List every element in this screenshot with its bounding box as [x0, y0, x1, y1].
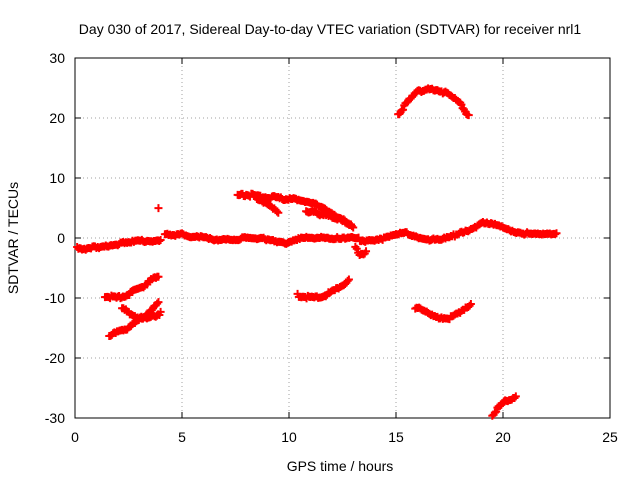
x-tick-label: 20: [495, 429, 511, 445]
x-tick-label: 0: [71, 429, 79, 445]
track-arc-high: [394, 84, 473, 120]
track-outlier-b: [351, 242, 371, 259]
data-point: [156, 236, 165, 245]
track-outlier-a: [154, 204, 163, 213]
track-arc-low-3: [118, 304, 165, 323]
x-tick-label: 10: [281, 429, 297, 445]
y-tick-label: 20: [49, 110, 65, 126]
data-point: [347, 220, 356, 229]
track-arc-mid-2: [252, 195, 283, 217]
chart-title: Day 030 of 2017, Sidereal Day-to-day VTE…: [79, 21, 582, 37]
data-point: [154, 204, 163, 213]
data-point: [511, 392, 520, 401]
data-point: [492, 407, 501, 416]
y-tick-label: -10: [45, 290, 65, 306]
track-arc-mid-low: [293, 275, 353, 303]
data-point: [154, 272, 163, 281]
track-arc-mid-3: [302, 206, 356, 229]
track-arc-bottom: [488, 392, 520, 420]
x-tick-label: 25: [602, 429, 618, 445]
y-tick-label: 30: [49, 50, 65, 66]
data-points: [73, 84, 561, 420]
data-point: [466, 299, 475, 308]
data-point: [272, 207, 281, 216]
track-main-band-b: [160, 217, 561, 248]
data-point: [552, 229, 561, 238]
y-tick-label: -20: [45, 350, 65, 366]
data-point: [464, 111, 473, 120]
data-point: [154, 298, 163, 307]
track-main-band-a: [73, 235, 165, 254]
data-point: [344, 275, 353, 284]
data-point: [362, 247, 371, 256]
x-axis-label: GPS time / hours: [287, 458, 394, 474]
x-tick-label: 15: [388, 429, 404, 445]
data-point: [274, 208, 283, 217]
track-arc-low-1: [100, 272, 163, 303]
data-point: [343, 276, 352, 285]
data-point: [156, 307, 165, 316]
axis-ticks: 0 5 10 15 20 25 -30 -20 -10 0 10 20 30: [45, 50, 618, 445]
y-tick-label: -30: [45, 410, 65, 426]
y-axis-label: SDTVAR / TECUs: [5, 182, 21, 294]
x-tick-label: 5: [178, 429, 186, 445]
track-arc-low-right: [411, 299, 475, 324]
data-point: [153, 299, 162, 308]
data-point: [352, 244, 361, 253]
y-tick-label: 10: [49, 170, 65, 186]
y-tick-label: 0: [57, 230, 65, 246]
data-point: [399, 105, 408, 114]
